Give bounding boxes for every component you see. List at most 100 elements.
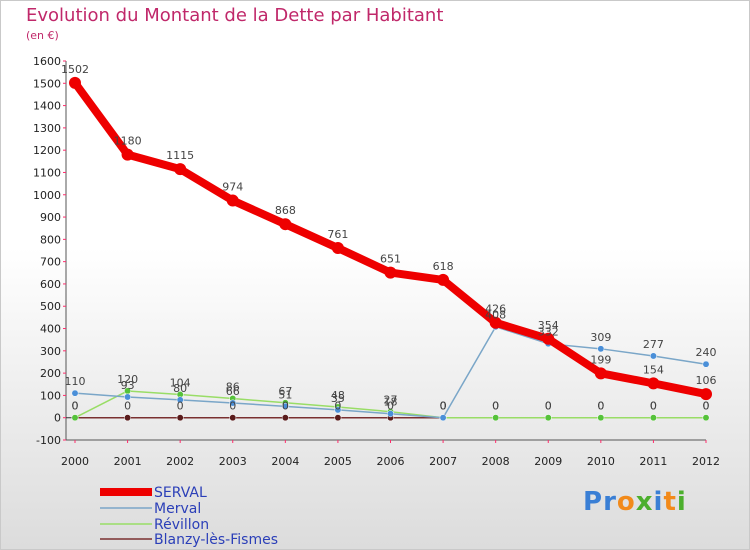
data-label: 199 xyxy=(590,353,611,366)
data-point xyxy=(702,414,710,422)
data-label: 0 xyxy=(440,400,447,413)
data-point xyxy=(594,367,607,380)
data-point xyxy=(597,345,605,353)
data-point xyxy=(647,377,660,390)
data-point xyxy=(542,332,555,345)
data-label: 67 xyxy=(278,385,292,398)
data-label: 277 xyxy=(643,338,664,351)
y-tick-label: 1400 xyxy=(33,100,61,113)
data-label: 0 xyxy=(703,400,710,413)
data-point xyxy=(702,360,710,368)
logo-letter: o xyxy=(616,487,636,517)
data-point xyxy=(544,414,552,422)
data-label: 66 xyxy=(226,385,240,398)
data-label: 0 xyxy=(597,400,604,413)
data-point xyxy=(174,163,187,176)
data-label: 86 xyxy=(226,381,240,394)
data-label: 332 xyxy=(538,326,559,339)
y-tick-label: 1300 xyxy=(33,122,61,135)
data-point xyxy=(334,414,342,422)
data-point xyxy=(437,273,450,286)
data-point xyxy=(387,410,394,418)
data-label: 80 xyxy=(173,382,187,395)
data-point xyxy=(124,414,132,422)
data-label: 27 xyxy=(384,394,398,407)
y-tick-label: 0 xyxy=(54,412,61,425)
x-tick-label: 2012 xyxy=(692,455,720,468)
x-tick-label: 2004 xyxy=(271,455,299,468)
data-label: 1115 xyxy=(166,149,194,162)
y-tick-label: 100 xyxy=(40,389,61,402)
data-point xyxy=(71,414,79,422)
data-point xyxy=(331,242,344,255)
data-label: 651 xyxy=(380,253,401,266)
legend-label: Blanzy-lès-Fismes xyxy=(154,532,278,548)
legend-label: Merval xyxy=(154,501,201,517)
logo-letter: r xyxy=(603,487,617,517)
x-tick-label: 2009 xyxy=(534,455,562,468)
data-label: 0 xyxy=(597,400,604,413)
legend-label: SERVAL xyxy=(154,485,207,501)
data-label: 0 xyxy=(492,400,499,413)
data-point xyxy=(176,414,184,422)
data-label: 0 xyxy=(650,400,657,413)
data-label: 93 xyxy=(121,379,135,392)
data-point xyxy=(229,399,237,407)
y-tick-label: 1200 xyxy=(33,144,61,157)
data-point xyxy=(489,316,502,329)
y-tick-label: 600 xyxy=(40,278,61,291)
data-label: 0 xyxy=(334,400,341,413)
data-label: 0 xyxy=(229,400,236,413)
data-point xyxy=(71,389,79,397)
logo-letter: x xyxy=(635,487,654,517)
data-label: 0 xyxy=(387,400,394,413)
data-point xyxy=(492,414,500,422)
y-tick-label: 500 xyxy=(40,300,61,313)
x-tick-label: 2010 xyxy=(587,455,615,468)
y-tick-label: 400 xyxy=(40,323,61,336)
y-tick-label: 900 xyxy=(40,211,61,224)
chart-title: Evolution du Montant de la Dette par Hab… xyxy=(26,5,444,26)
y-tick-label: 1000 xyxy=(33,189,61,202)
x-tick-label: 2005 xyxy=(324,455,352,468)
data-point xyxy=(597,414,605,422)
y-tick-label: 700 xyxy=(40,256,61,269)
data-label: 0 xyxy=(440,400,447,413)
unit-label: (en €) xyxy=(26,29,59,42)
data-label: 618 xyxy=(433,260,454,273)
x-tick-label: 2000 xyxy=(61,455,89,468)
data-point xyxy=(384,266,397,279)
data-label: 408 xyxy=(485,309,506,322)
data-label: 0 xyxy=(72,400,79,413)
data-label: 309 xyxy=(590,331,611,344)
x-tick-label: 2002 xyxy=(166,455,194,468)
series-line-0 xyxy=(71,78,710,399)
data-label: 1180 xyxy=(114,135,142,148)
data-label: 761 xyxy=(327,228,348,241)
data-label: 110 xyxy=(65,375,86,388)
data-point xyxy=(334,406,342,414)
data-label: 0 xyxy=(650,400,657,413)
data-point xyxy=(281,414,289,422)
data-label: 104 xyxy=(170,377,191,390)
data-point xyxy=(281,402,289,410)
y-tick-label: 800 xyxy=(40,233,61,246)
data-label: 354 xyxy=(538,319,559,332)
data-point xyxy=(176,396,184,404)
data-point xyxy=(69,76,81,89)
logo-letter: i xyxy=(653,487,664,517)
data-label: 1502 xyxy=(61,63,89,76)
data-label: 35 xyxy=(331,392,345,405)
data-point xyxy=(649,414,657,422)
y-tick-label: 1600 xyxy=(33,55,61,68)
x-tick-label: 2011 xyxy=(639,455,667,468)
data-point xyxy=(124,393,132,401)
proxiti-logo: Proxiti xyxy=(583,487,687,517)
y-tick-label: -100 xyxy=(36,434,61,447)
data-label: 0 xyxy=(545,400,552,413)
data-point xyxy=(279,218,292,231)
logo-letter: t xyxy=(663,487,677,517)
data-label: 240 xyxy=(696,346,717,359)
data-label: 0 xyxy=(492,400,499,413)
